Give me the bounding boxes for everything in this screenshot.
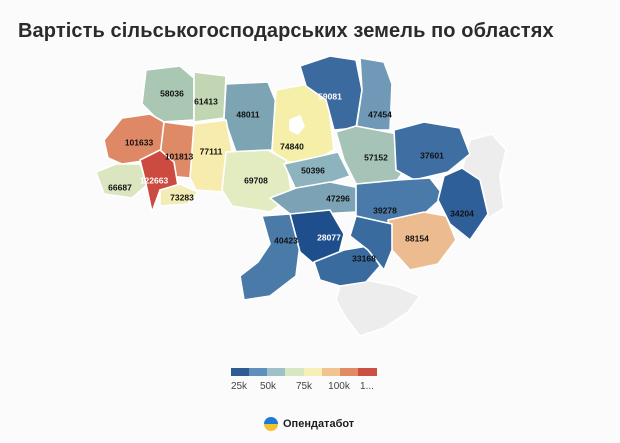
legend-segment: [267, 368, 286, 376]
legend-segment: [303, 368, 323, 376]
label-poltava: 57152: [364, 152, 388, 162]
region-kharkiv: [393, 121, 471, 181]
legend-tick: 100k: [328, 381, 350, 392]
label-rivne: 61413: [194, 96, 218, 106]
label-chernihiv: 59081: [318, 91, 342, 101]
brand: Опендатабот: [264, 417, 354, 431]
label-chernivtsi: 73283: [170, 192, 194, 202]
region-crimea: [335, 279, 421, 337]
legend-tick: 1...: [360, 381, 374, 392]
color-scale-legend: [231, 368, 377, 376]
label-dnipropetrovsk: 39278: [373, 205, 397, 215]
legend-tick: 25k: [230, 381, 248, 392]
label-kyiv: 74840: [280, 141, 304, 151]
legend-segment: [339, 368, 359, 376]
label-khmelnytskyi: 77111: [200, 146, 223, 156]
brand-name: Опендатабот: [283, 418, 355, 430]
label-zakarpattia: 66687: [108, 182, 132, 192]
legend-tick-labels: 25k 50k 75k 100k 1...: [220, 381, 390, 393]
label-luhansk: 34204: [450, 208, 474, 218]
label-ivano-frankivsk: 122663: [140, 175, 169, 185]
label-volyn: 58036: [160, 88, 184, 98]
legend-tick: 50k: [259, 381, 277, 392]
label-odesa: 40423: [274, 235, 298, 245]
label-kharkiv: 37601: [420, 150, 444, 160]
region-sumy: [355, 57, 393, 131]
label-mykolaiv: 28077: [317, 232, 341, 242]
region-donetsk: [387, 211, 457, 271]
region-luhansk: [437, 167, 489, 241]
label-cherkasy: 50396: [301, 165, 325, 175]
region-chernivtsi: [159, 183, 199, 207]
label-kirovohrad: 47296: [326, 193, 350, 203]
page-title: Вартість сільськогосподарських земель по…: [18, 20, 554, 42]
label-kherson: 33168: [352, 253, 376, 263]
legend-segment: [231, 368, 250, 376]
legend-segment: [321, 368, 341, 376]
ukraine-flag-icon: [264, 417, 278, 431]
legend-tick: 75k: [295, 381, 313, 392]
legend-segment: [249, 368, 268, 376]
legend-segment: [285, 368, 304, 376]
label-zhytomyr: 48011: [236, 109, 259, 119]
region-kherson: [313, 245, 381, 287]
label-ternopil: 101813: [165, 151, 194, 161]
region-odesa: [239, 213, 301, 301]
label-vinnytsia: 69708: [244, 175, 268, 185]
label-sumy: 47454: [368, 109, 392, 119]
label-donetsk: 88154: [405, 233, 429, 243]
label-lviv: 101633: [125, 137, 154, 147]
region-kyiv-city: [289, 115, 305, 135]
legend-segment: [357, 368, 377, 376]
region-zaporizhzhia: [349, 215, 393, 271]
